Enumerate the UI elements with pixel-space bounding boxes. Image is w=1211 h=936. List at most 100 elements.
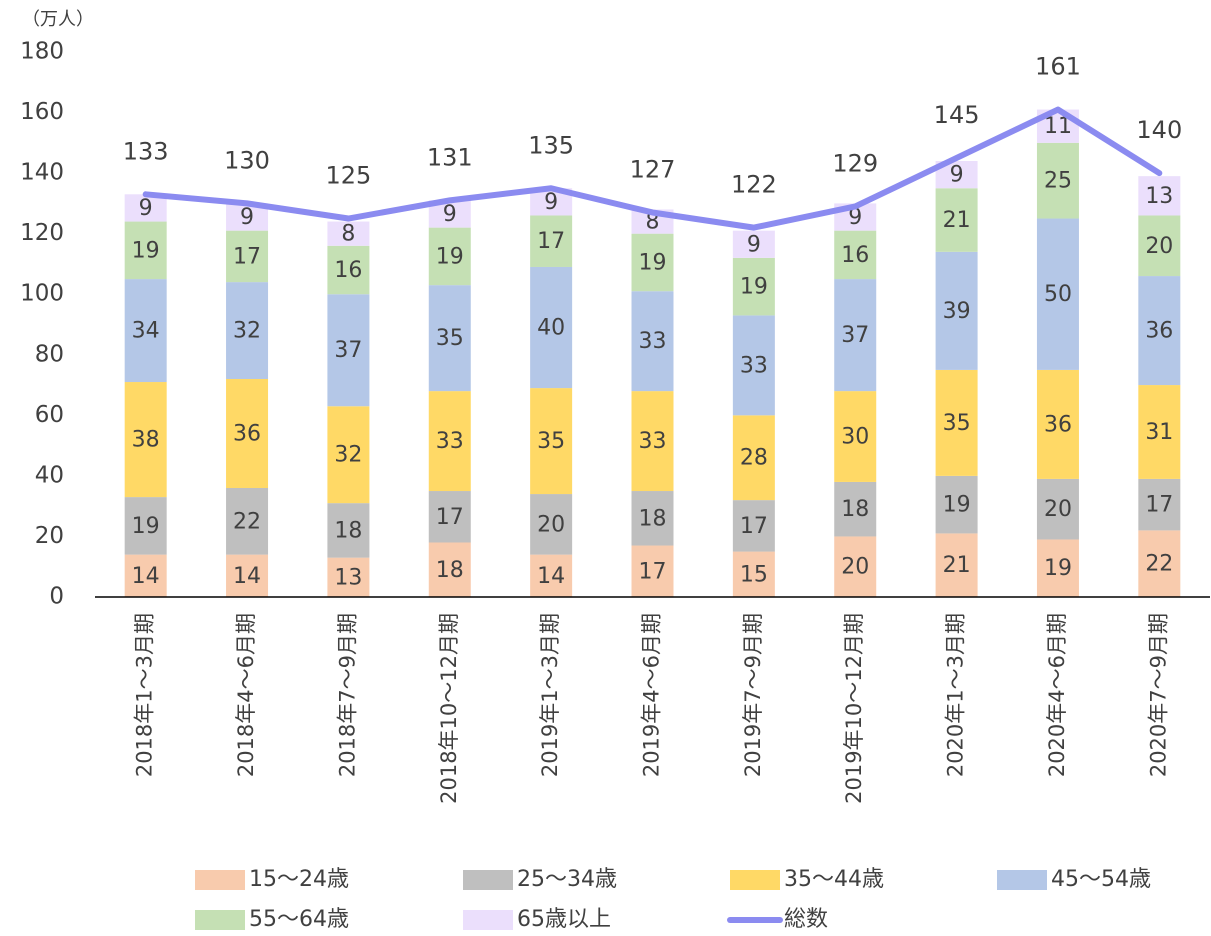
bar-segment [226,488,269,555]
bar-segment [732,315,775,416]
data-label: 38 [132,428,160,453]
data-label: 35 [436,326,464,351]
bar-segment [834,481,877,537]
legend-label: 65歳以上 [517,907,611,932]
data-label: 18 [639,506,667,531]
data-label: 20 [841,555,869,580]
bar-segment [935,369,978,476]
bar-segment [530,494,573,555]
total-label: 129 [832,149,878,177]
y-tick-label: 0 [49,584,64,610]
data-label: 33 [436,429,464,454]
data-label: 17 [537,229,565,254]
bar-segment [1138,276,1181,386]
bar-segment [1036,369,1079,479]
x-tick-label: 2018年4〜6月期 [234,613,258,777]
bar-segment [226,230,269,283]
bar-segment [428,227,471,286]
bar-segment [428,285,471,392]
bar-segment [226,379,269,488]
data-label: 33 [639,429,667,454]
data-label: 9 [544,190,558,215]
x-tick-label: 2018年10〜12月期 [437,613,461,804]
data-label: 33 [740,353,768,378]
legend-label: 35〜44歳 [784,867,884,892]
data-label: 13 [334,565,362,590]
bar-segment [631,233,674,292]
data-label: 17 [1145,493,1173,518]
bar-segment [124,194,167,222]
data-label: 28 [740,446,768,471]
data-label: 25 [1044,169,1072,194]
data-label: 19 [132,514,160,539]
data-label: 32 [233,319,261,344]
data-label: 9 [443,202,457,227]
total-label: 135 [528,131,574,159]
data-label: 18 [436,558,464,583]
data-label: 19 [639,250,667,275]
data-label: 20 [1044,497,1072,522]
bar-segment [631,391,674,492]
bar-segment [732,415,775,501]
total-label: 130 [224,146,270,174]
data-label: 40 [537,316,565,341]
total-label: 127 [630,155,676,183]
bar-segment [530,388,573,495]
y-tick-label: 180 [20,39,64,65]
bar-segment [834,391,877,482]
data-label: 8 [341,222,355,247]
y-tick-label: 60 [35,402,64,428]
bar-segment [226,554,269,597]
y-tick-label: 20 [35,523,64,549]
total-label: 133 [123,137,169,165]
bar-segment [428,391,471,492]
legend-swatch [463,910,513,930]
legend-label: 総数 [784,907,828,932]
data-label: 14 [537,564,565,589]
x-tick-label: 2019年7〜9月期 [741,613,765,777]
bar-segment [1138,478,1181,531]
data-label: 20 [1145,234,1173,259]
data-label: 21 [943,553,971,578]
y-tick-label: 140 [20,160,64,186]
bar-segment [327,245,370,295]
bar-segment [124,554,167,597]
legend-swatch [730,870,780,890]
y-tick-label: 160 [20,99,64,125]
bar-segment [327,406,370,504]
x-tick-label: 2019年1〜3月期 [538,613,562,777]
legend-swatch [997,870,1047,890]
bar-segment [124,221,167,280]
legend-swatch [195,910,245,930]
total-line [142,106,1163,231]
bar-segment [1036,539,1079,597]
total-label: 131 [427,143,473,171]
data-label: 36 [1145,319,1173,344]
y-tick-label: 120 [20,220,64,246]
data-label: 34 [132,319,160,344]
data-label: 33 [639,329,667,354]
data-label: 9 [950,163,964,188]
legend-label: 45〜54歳 [1051,867,1151,892]
legend-label: 15〜24歳 [249,867,349,892]
data-label: 22 [1145,552,1173,577]
bar-segment [530,554,573,597]
data-label: 17 [740,514,768,539]
total-label: 122 [731,171,777,199]
bar-segment [1036,478,1079,540]
bar-segment [327,557,370,597]
data-label: 9 [139,196,153,221]
data-label: 15 [740,562,768,587]
x-tick-label: 2020年1〜3月期 [944,613,968,777]
data-label: 32 [334,443,362,468]
bar-segment [428,542,471,597]
bar-segment [834,279,877,392]
bar-segment [124,382,167,498]
data-label: 20 [537,512,565,537]
legend-label: 55〜64歳 [249,907,349,932]
data-label: 17 [436,505,464,530]
bar-segment [935,475,978,534]
bar-segment [428,491,471,543]
bar-segment [935,188,978,252]
